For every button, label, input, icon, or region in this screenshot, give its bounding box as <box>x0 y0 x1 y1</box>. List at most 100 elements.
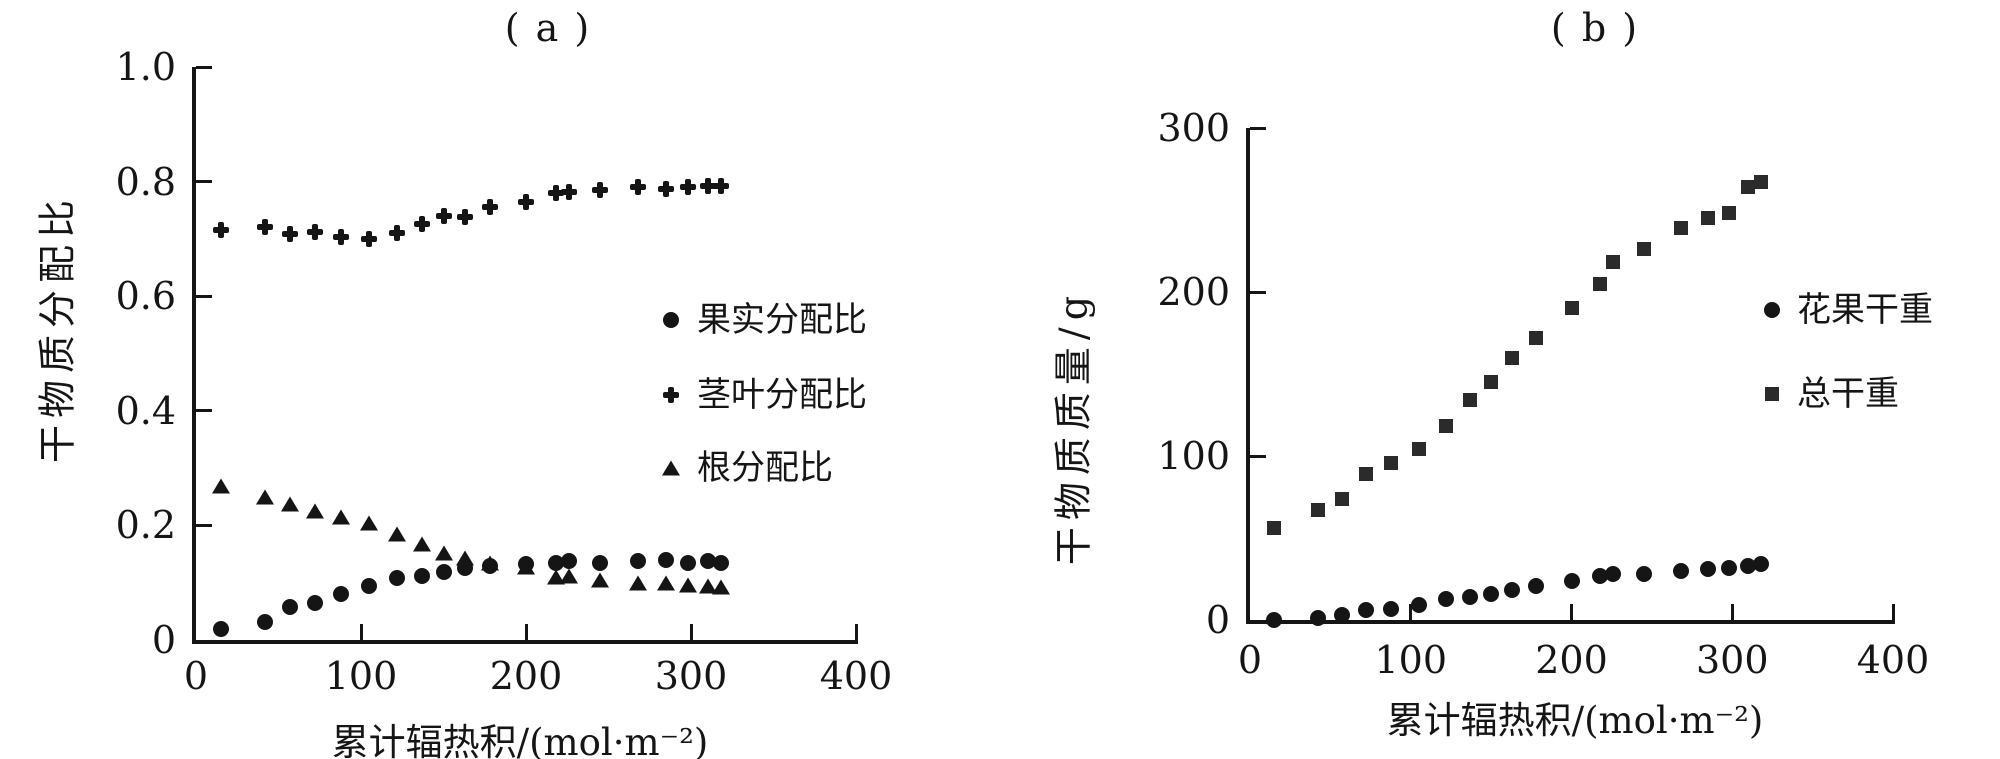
data-point-triangle <box>388 526 407 542</box>
data-point-circle <box>1333 607 1350 624</box>
legend-marker-circle <box>663 312 679 328</box>
data-point-cross <box>699 178 716 195</box>
data-point-cross <box>306 224 323 241</box>
panel-a-x-axis-title: 累计辐热积/(mol·m⁻²) <box>331 721 709 759</box>
x-tick <box>1891 604 1895 620</box>
data-point-cross <box>518 193 534 210</box>
data-point-square <box>1722 206 1737 221</box>
data-point-triangle <box>256 489 275 505</box>
data-point-cross <box>282 226 299 243</box>
data-point-circle <box>212 620 229 637</box>
data-point-circle <box>592 555 609 572</box>
data-point-triangle <box>413 536 432 552</box>
y-tick-label: 0.8 <box>115 159 176 204</box>
data-point-square <box>1384 455 1399 470</box>
data-point-cross <box>560 183 577 200</box>
x-tick-label: 0 <box>183 654 209 698</box>
data-point-circle <box>1483 585 1500 602</box>
data-point-circle <box>1383 600 1400 617</box>
data-point-circle <box>699 553 716 570</box>
x-tick-label: 0 <box>1237 638 1263 682</box>
legend-label: 总干重 <box>1797 374 1899 414</box>
data-point-triangle <box>434 545 453 561</box>
data-point-circle <box>1462 589 1479 606</box>
data-point-circle <box>658 552 675 569</box>
data-point-square <box>1463 393 1478 408</box>
data-point-circle <box>1672 562 1689 579</box>
data-point-circle <box>257 613 274 630</box>
x-tick-label: 100 <box>324 654 398 698</box>
data-point-circle <box>1563 572 1580 589</box>
x-tick <box>524 624 528 640</box>
y-tick <box>196 65 212 69</box>
data-point-circle <box>547 554 564 571</box>
x-tick <box>1730 604 1734 620</box>
y-tick <box>1250 454 1266 458</box>
legend-label: 茎叶分配比 <box>697 375 867 415</box>
data-point-cross <box>257 219 274 236</box>
data-point-triangle <box>517 559 535 575</box>
data-point-circle <box>361 577 378 594</box>
data-point-cross <box>712 177 729 194</box>
data-point-circle <box>1410 597 1427 614</box>
y-tick <box>196 294 212 298</box>
data-point-cross <box>414 216 431 232</box>
data-point-circle <box>282 598 299 615</box>
data-point-square <box>1673 221 1688 236</box>
x-tick-label: 400 <box>819 654 893 698</box>
data-point-cross <box>630 179 647 196</box>
data-point-circle <box>1528 577 1545 594</box>
data-point-cross <box>389 225 406 242</box>
data-point-circle <box>1357 602 1374 619</box>
y-tick-label: 0 <box>1205 598 1230 642</box>
data-point-cross <box>547 185 564 202</box>
panel-b-x-axis-title: 累计辐热积/(mol·m⁻²) <box>1386 699 1764 742</box>
legend-label: 根分配比 <box>697 448 833 488</box>
x-tick-label: 300 <box>654 654 728 698</box>
y-tick-label: 100 <box>1157 434 1230 478</box>
data-point-square <box>1754 175 1769 190</box>
data-point-circle <box>333 586 350 603</box>
x-tick <box>689 624 693 640</box>
data-point-circle <box>560 553 577 570</box>
data-point-triangle <box>455 550 474 566</box>
data-point-triangle <box>332 509 351 525</box>
data-point-triangle <box>678 577 697 593</box>
data-point-triangle <box>711 579 730 595</box>
data-point-square <box>1741 180 1756 195</box>
panel-b-title: ( b ) <box>1550 6 1640 50</box>
data-point-square <box>1310 503 1325 518</box>
x-tick-label: 200 <box>489 654 563 698</box>
data-point-circle <box>1504 582 1521 599</box>
data-point-circle <box>1605 566 1622 583</box>
data-point-triangle <box>559 568 578 584</box>
data-point-triangle <box>305 503 324 519</box>
data-point-triangle <box>211 478 230 494</box>
data-point-cross <box>592 182 609 199</box>
data-point-cross <box>679 179 696 196</box>
data-point-circle <box>1700 561 1717 578</box>
legend-label: 花果干重 <box>1797 290 1933 330</box>
data-point-circle <box>679 555 696 572</box>
x-axis <box>192 640 858 644</box>
x-tick <box>359 624 363 640</box>
legend-marker-cross <box>663 387 679 403</box>
data-point-cross <box>658 181 675 198</box>
y-tick-label: 1.0 <box>115 45 176 89</box>
data-point-triangle <box>480 555 499 571</box>
x-axis <box>1246 620 1895 624</box>
data-point-square <box>1636 242 1651 257</box>
data-point-triangle <box>591 572 610 588</box>
x-tick-label: 400 <box>1856 638 1930 682</box>
data-point-cross <box>435 207 452 224</box>
x-tick-label: 100 <box>1374 638 1448 682</box>
y-tick-label: 0.2 <box>115 503 176 548</box>
data-point-circle <box>306 594 323 611</box>
data-point-circle <box>712 554 729 571</box>
data-point-square <box>1564 301 1579 316</box>
data-point-circle <box>1266 612 1283 628</box>
data-point-square <box>1358 467 1373 482</box>
data-point-triangle <box>281 496 300 512</box>
